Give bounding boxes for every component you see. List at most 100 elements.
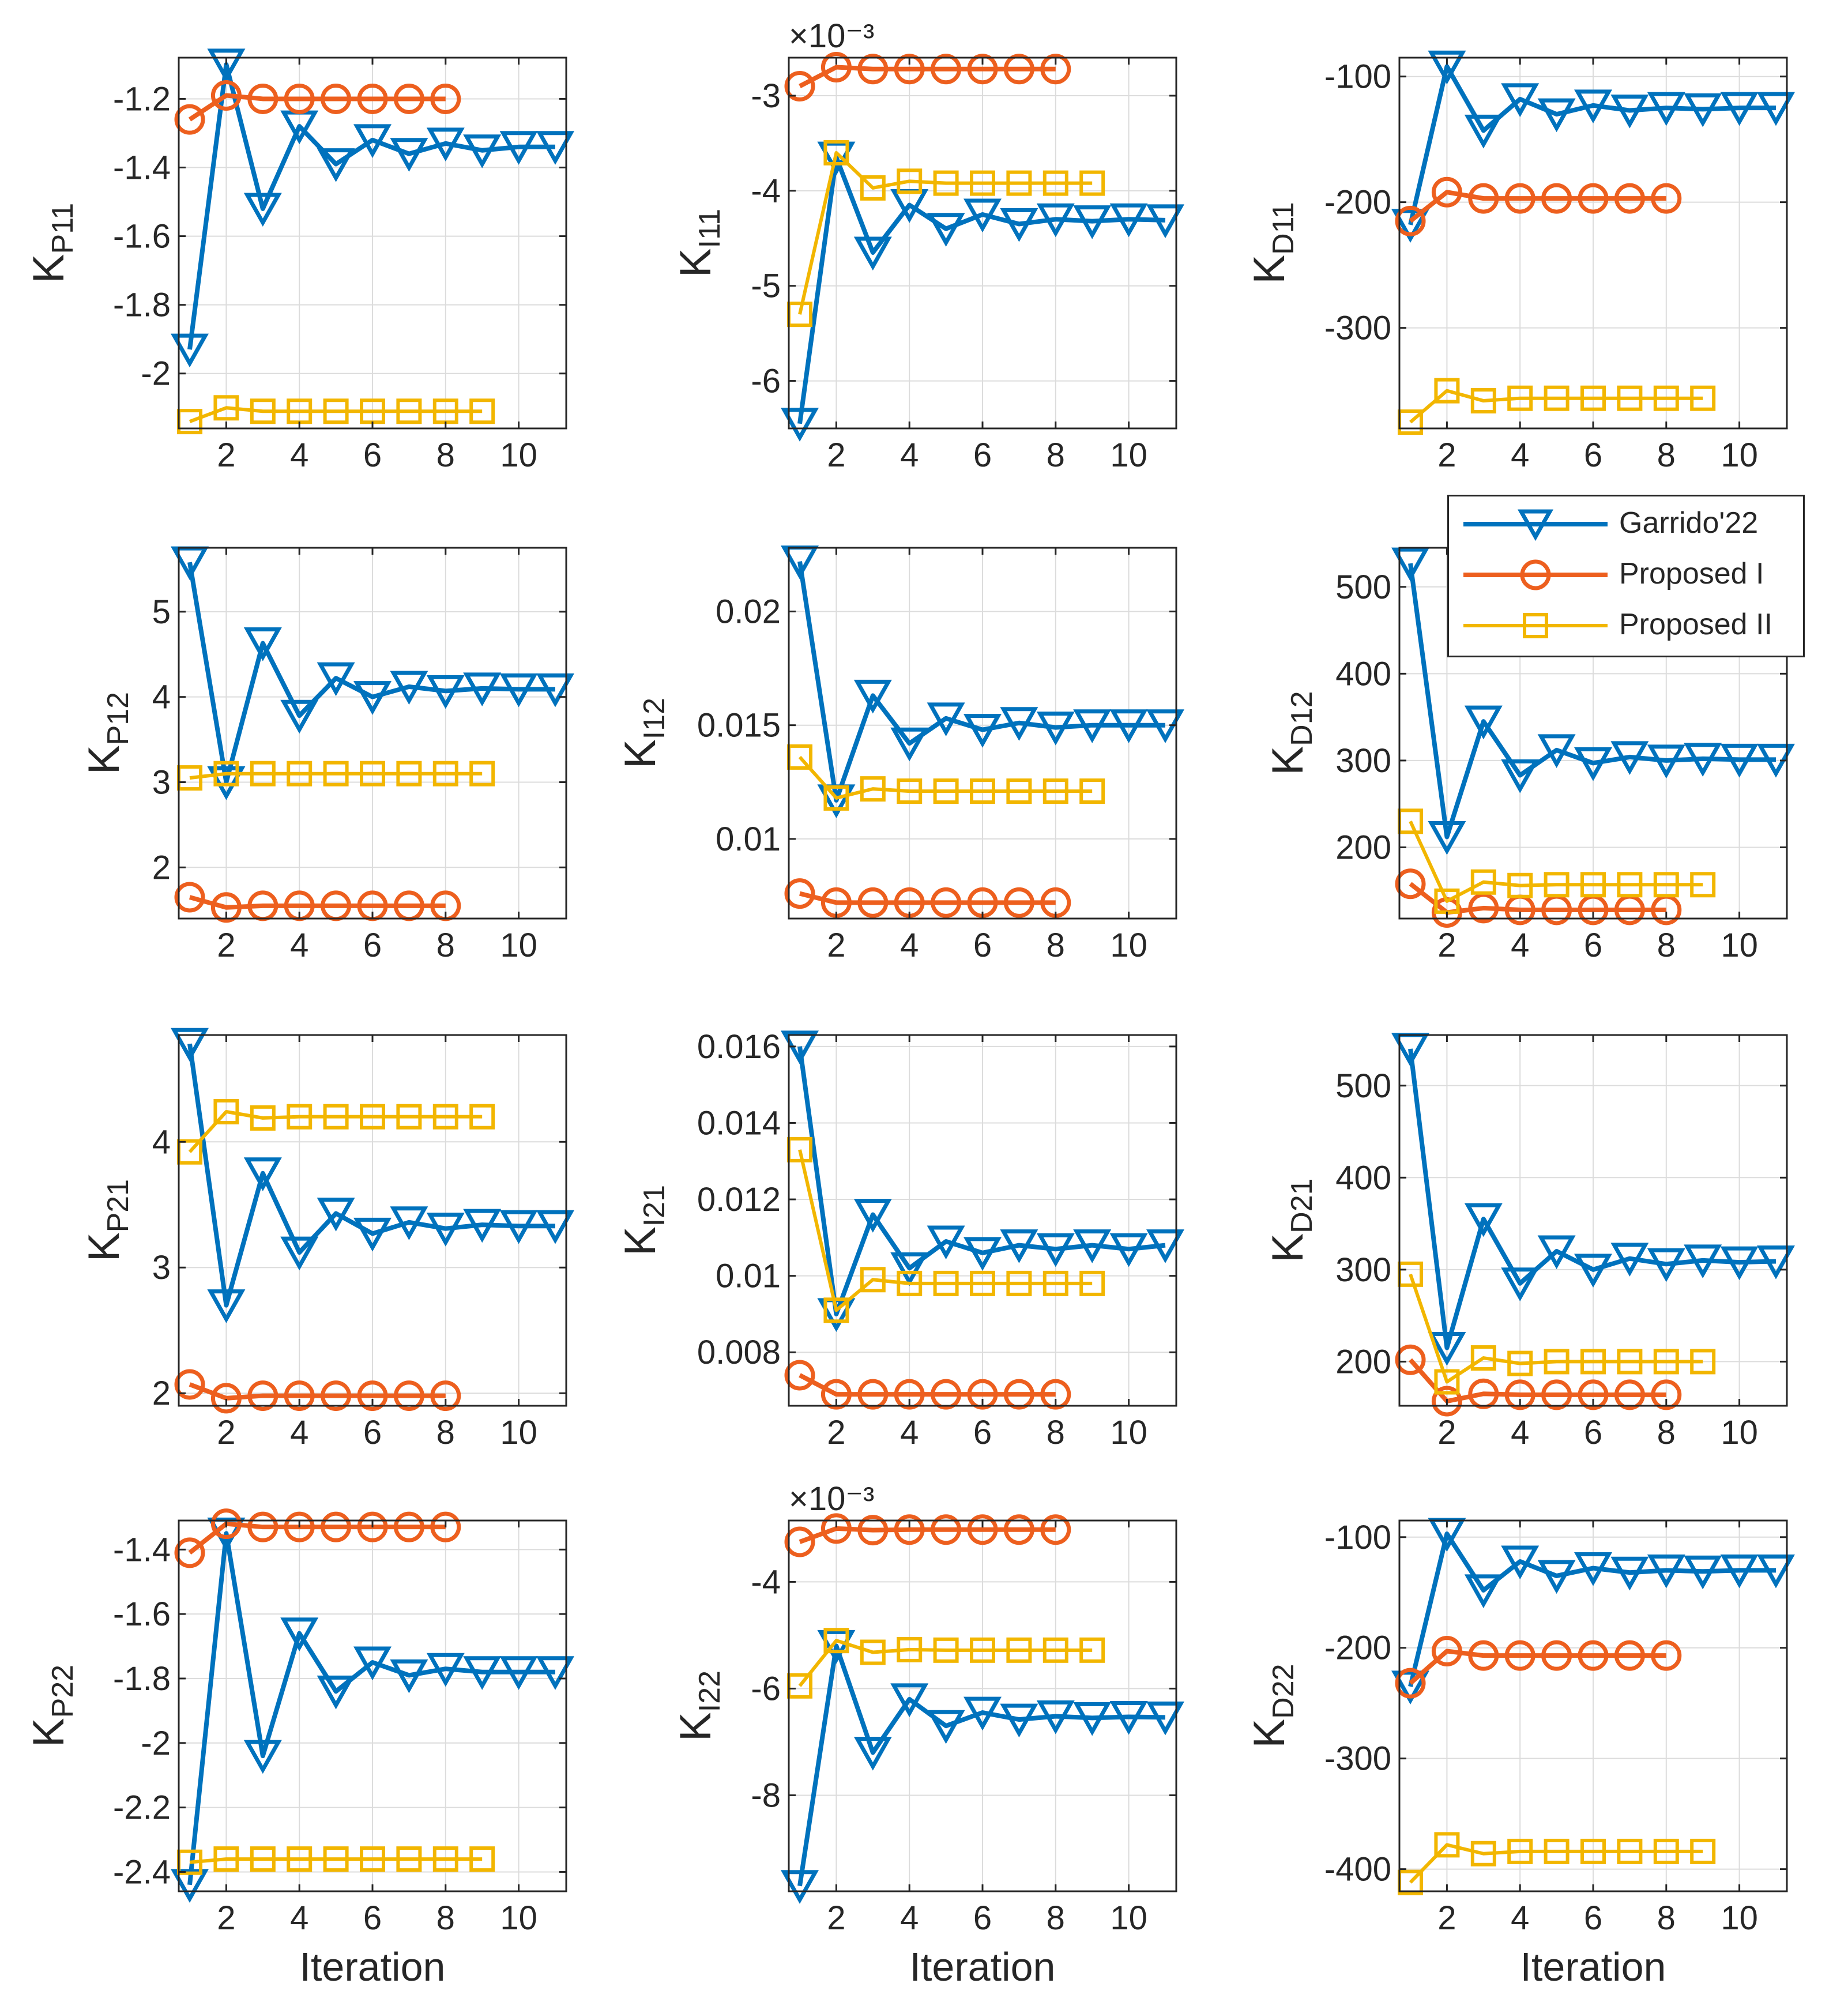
point-garrido <box>1684 1555 1722 1590</box>
y-axis-label: KP11 <box>24 203 80 283</box>
point-proposed2 <box>1580 1838 1606 1864</box>
y-tick-label: -100 <box>1324 58 1391 96</box>
point-garrido <box>1501 1267 1540 1301</box>
x-tick-label: 4 <box>290 927 308 964</box>
point-proposed1 <box>210 80 242 111</box>
y-axis-label-main: K <box>80 1232 129 1262</box>
series-proposed1 <box>1395 176 1682 236</box>
subplot-i22: 2 4 6 8 10 -8 -6 -4 ×10⁻³ KI22 Iteration <box>671 1480 1184 1989</box>
point-garrido <box>1756 1554 1795 1589</box>
point-garrido <box>171 333 209 368</box>
series-proposed2 <box>787 140 1105 328</box>
point-proposed1 <box>393 1380 424 1412</box>
point-garrido <box>1720 1246 1759 1281</box>
y-tick-label: 0.01 <box>716 821 781 858</box>
y-tick-label: -2 <box>141 1725 171 1762</box>
y-tick-label: -2.4 <box>113 1853 171 1891</box>
point-proposed1 <box>1651 1379 1682 1410</box>
point-proposed1 <box>1651 183 1682 214</box>
point-garrido <box>1109 709 1148 743</box>
point-proposed2 <box>1079 1637 1105 1663</box>
point-garrido <box>1109 1700 1148 1735</box>
point-proposed1 <box>821 1513 852 1544</box>
point-proposed2 <box>1507 385 1533 411</box>
y-axis-label-main: K <box>80 745 129 774</box>
x-tick-label: 8 <box>1657 927 1676 964</box>
point-proposed1 <box>894 54 925 85</box>
x-tick-label: 10 <box>500 1414 537 1451</box>
x-tick-label: 4 <box>900 927 919 964</box>
point-proposed1 <box>894 1379 925 1410</box>
point-proposed1 <box>1468 1378 1499 1409</box>
legend-item-proposed2: Proposed II <box>1449 603 1803 649</box>
point-proposed1 <box>1578 1379 1609 1410</box>
y-tick-label: 400 <box>1335 655 1391 693</box>
point-proposed2 <box>1470 1841 1496 1866</box>
point-proposed2 <box>396 1104 422 1130</box>
point-proposed2 <box>287 1104 313 1130</box>
point-proposed1 <box>247 83 278 114</box>
series-proposed1 <box>784 1513 1071 1557</box>
point-proposed2 <box>360 1104 385 1130</box>
point-proposed1 <box>430 1380 461 1412</box>
point-garrido <box>280 1617 319 1651</box>
point-proposed1 <box>1003 54 1034 85</box>
point-proposed2 <box>1544 872 1570 898</box>
x-tick-label: 8 <box>1047 1899 1065 1937</box>
series-line-proposed1 <box>189 1382 446 1401</box>
point-garrido <box>1720 743 1759 778</box>
point-proposed2 <box>860 1639 886 1665</box>
x-tick-label: 8 <box>1047 927 1065 964</box>
x-tick-label: 2 <box>827 927 845 964</box>
point-garrido <box>1000 707 1038 741</box>
legend-swatch-proposed2 <box>1463 613 1608 638</box>
series-proposed1 <box>1395 1344 1682 1417</box>
point-proposed1 <box>931 54 962 85</box>
point-proposed2 <box>1042 1270 1068 1296</box>
point-proposed1 <box>1614 1640 1645 1671</box>
series-line-garrido <box>187 1043 555 1308</box>
y-tick-label: -4 <box>751 172 781 210</box>
y-tick-label: -2.2 <box>113 1789 171 1827</box>
series-proposed1 <box>174 1369 461 1414</box>
point-garrido <box>426 675 465 709</box>
series-line-proposed1 <box>799 1373 1056 1397</box>
x-tick-label: 8 <box>1657 1899 1676 1937</box>
y-tick-label: 2 <box>152 1375 171 1412</box>
y-axis-label-main: K <box>616 739 665 769</box>
point-garrido <box>1574 89 1612 123</box>
point-proposed2 <box>360 761 385 787</box>
point-garrido <box>280 699 319 734</box>
point-proposed2 <box>469 761 495 787</box>
series-line-garrido <box>187 62 555 350</box>
y-axis-label: KD21 <box>1263 1178 1319 1262</box>
point-garrido <box>1647 92 1685 126</box>
series-garrido <box>781 1030 1184 1333</box>
x-tick-label: 8 <box>1657 1414 1676 1451</box>
x-axis-label: Iteration <box>910 1944 1056 1989</box>
series-line-garrido <box>187 1531 555 1886</box>
point-proposed2 <box>1507 872 1533 898</box>
series-proposed1 <box>784 878 1071 918</box>
point-proposed1 <box>1040 54 1071 85</box>
point-proposed1 <box>321 1511 352 1542</box>
point-proposed1 <box>247 1380 278 1412</box>
point-proposed2 <box>1544 385 1570 411</box>
series-garrido <box>171 1028 574 1323</box>
point-proposed1 <box>1468 183 1499 214</box>
point-proposed2 <box>933 1270 959 1296</box>
y-tick-label: 300 <box>1335 742 1391 780</box>
point-proposed2 <box>1690 1349 1716 1375</box>
series-proposed1 <box>174 1508 461 1568</box>
point-proposed1 <box>821 51 852 82</box>
point-proposed2 <box>1042 170 1068 196</box>
point-proposed2 <box>432 761 458 787</box>
point-proposed2 <box>1653 872 1679 898</box>
point-proposed1 <box>1395 868 1426 900</box>
point-garrido <box>317 662 355 697</box>
x-tick-label: 4 <box>1511 1414 1529 1451</box>
point-proposed2 <box>1690 1838 1716 1864</box>
point-garrido <box>963 1237 1002 1271</box>
point-proposed1 <box>174 1369 205 1400</box>
y-tick-label: -5 <box>751 268 781 305</box>
